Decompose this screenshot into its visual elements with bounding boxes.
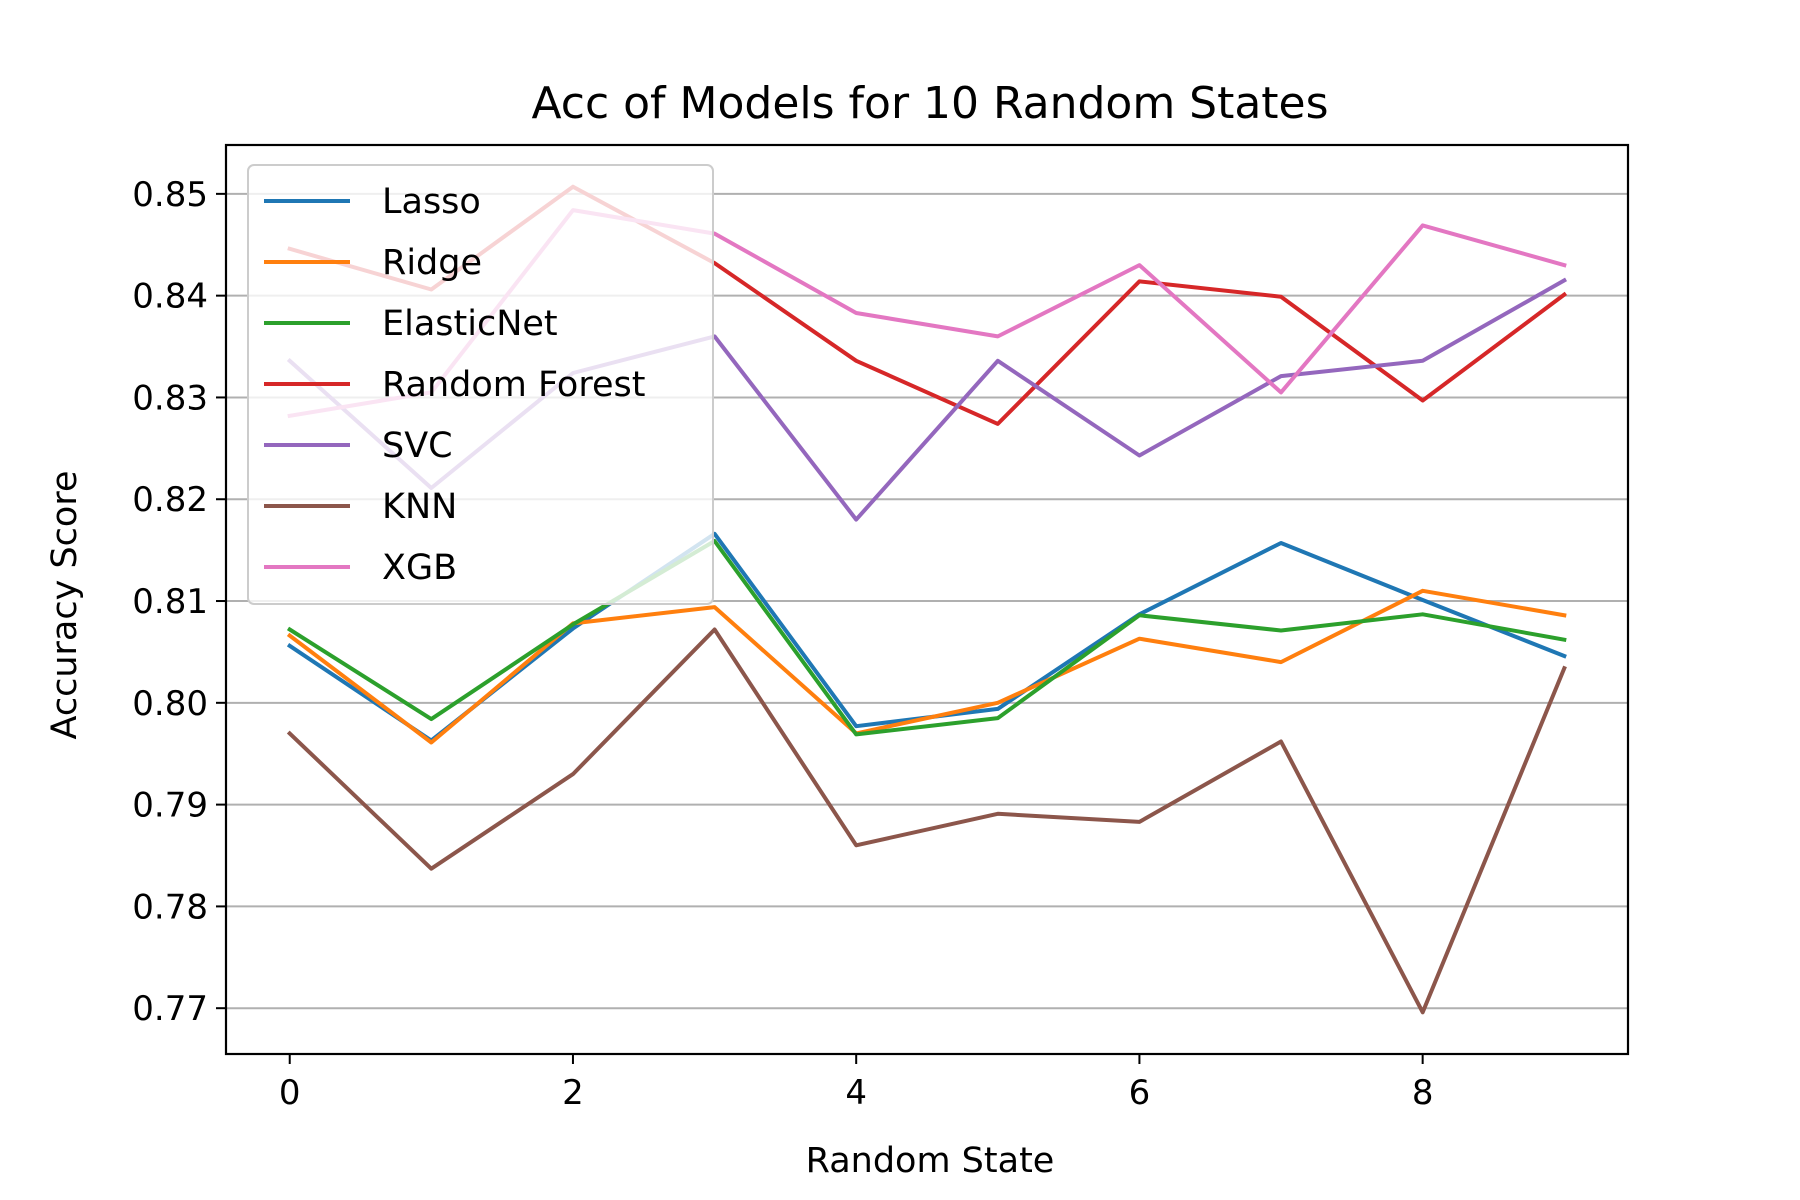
x-tick-label: 2	[562, 1073, 584, 1113]
y-tick-label: 0.81	[132, 582, 208, 622]
series-line-elasticnet	[286, 539, 1567, 737]
y-tick-label: 0.83	[132, 378, 208, 418]
y-tick-label: 0.84	[132, 277, 208, 317]
legend-label-lasso: Lasso	[382, 182, 481, 222]
x-tick-label: 0	[279, 1073, 301, 1113]
y-axis-ticks: 0.77 0.78 0.79 0.80 0.81 0.82 0.83 0.84 0.85	[132, 175, 226, 1029]
y-axis-label: Accuracy Score	[45, 471, 85, 740]
y-tick-label: 0.80	[132, 684, 208, 724]
x-axis-ticks: 0 2 4 6 8	[279, 1054, 1434, 1113]
x-axis-label: Random State	[806, 1141, 1055, 1181]
legend-label-xgb: XGB	[382, 548, 457, 588]
y-tick-label: 0.79	[132, 786, 208, 826]
legend-label-knn: KNN	[382, 487, 457, 527]
x-tick-label: 4	[845, 1073, 867, 1113]
series-line-knn	[286, 627, 1567, 1015]
y-tick-label: 0.78	[132, 887, 208, 927]
legend-frame	[247, 164, 714, 605]
x-tick-label: 6	[1129, 1073, 1151, 1113]
chart-title: Acc of Models for 10 Random States	[531, 78, 1328, 129]
y-tick-label: 0.82	[132, 480, 208, 520]
legend-label-random-forest: Random Forest	[382, 365, 645, 405]
legend-label-elasticnet: ElasticNet	[382, 304, 558, 344]
series-line-ridge	[286, 588, 1567, 745]
y-tick-label: 0.85	[132, 175, 208, 215]
legend-label-svc: SVC	[382, 426, 453, 466]
y-tick-label: 0.77	[132, 989, 208, 1029]
plot-frame	[224, 143, 1630, 1056]
legend-label-ridge: Ridge	[382, 243, 482, 283]
x-tick-label: 8	[1412, 1073, 1434, 1113]
legend: Lasso Ridge ElasticNet Random Forest SVC KNN X…	[247, 164, 714, 605]
